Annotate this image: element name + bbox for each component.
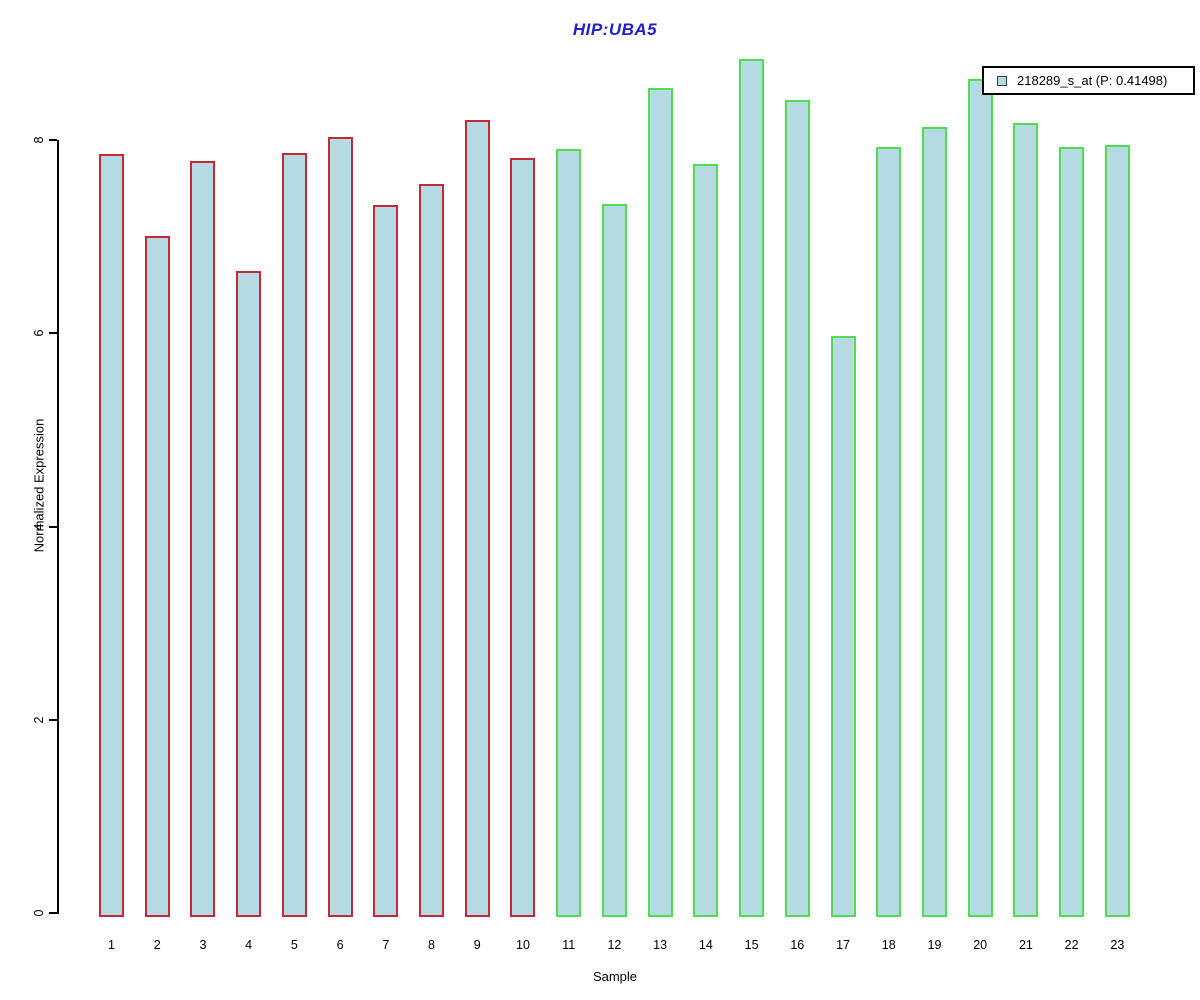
bar-sample-9 [464,119,490,917]
y-axis-label: Normalized Expression [31,418,47,553]
bar-sample-12 [601,203,627,917]
x-axis-label: Sample [592,969,638,984]
bar-sample-8 [419,184,445,917]
bar-sample-1 [99,154,124,917]
bar-sample-17 [830,336,856,917]
x-tick-label: 15 [744,938,759,952]
x-tick-label: 9 [473,938,481,952]
bar-sample-11 [556,148,582,917]
bar-sample-19 [921,127,947,917]
bar-sample-22 [1059,146,1085,917]
y-tick-mark [49,332,57,335]
x-tick-label: 21 [1018,938,1033,952]
y-tick-label: 0 [32,909,46,917]
y-tick-mark [49,139,57,141]
y-axis-line [57,140,59,914]
y-tick-label: 8 [32,136,46,144]
y-tick-mark [49,525,57,528]
x-tick-label: 2 [153,938,161,952]
bar-sample-6 [327,137,353,917]
bar-sample-21 [1013,122,1039,917]
x-tick-label: 22 [1064,938,1079,952]
bar-sample-4 [236,271,262,917]
x-tick-label: 10 [516,938,530,952]
legend-swatch-icon [997,75,1007,86]
x-tick-label: 3 [199,938,207,952]
x-tick-label: 16 [790,938,805,952]
bar-sample-2 [144,235,170,917]
bar-sample-13 [647,87,673,917]
page-title: HIP:UBA5 [572,20,658,39]
x-tick-label: 19 [927,938,942,952]
bar-sample-18 [876,146,902,917]
bar-sample-3 [190,161,216,917]
x-tick-label: 17 [836,938,850,952]
bar-sample-5 [281,152,307,917]
y-tick-label: 2 [32,716,46,724]
bar-sample-23 [1104,144,1130,917]
bar-sample-14 [693,164,719,917]
x-tick-label: 12 [607,938,622,952]
x-tick-label: 1 [108,938,115,952]
legend: 218289_s_at (P: 0.41498) [982,66,1195,95]
x-tick-label: 6 [336,938,344,952]
bar-sample-16 [784,100,810,917]
y-tick-label: 4 [32,523,46,530]
x-tick-label: 23 [1110,938,1125,952]
y-tick-mark [49,912,57,914]
x-tick-label: 5 [290,938,298,952]
x-tick-label: 11 [562,938,576,952]
x-tick-label: 13 [653,938,668,952]
x-tick-label: 14 [698,938,713,952]
x-tick-label: 18 [881,938,896,952]
bar-sample-7 [373,204,399,917]
y-tick-label: 6 [32,329,46,337]
x-tick-label: 20 [973,938,988,952]
x-tick-label: 7 [382,938,390,952]
y-tick-mark [49,718,57,721]
x-tick-label: 8 [428,938,435,952]
bar-sample-20 [967,79,993,917]
x-tick-label: 4 [245,938,253,952]
bar-sample-15 [739,58,765,917]
bar-sample-10 [510,158,536,917]
legend-label: 218289_s_at (P: 0.41498) [1017,73,1168,88]
